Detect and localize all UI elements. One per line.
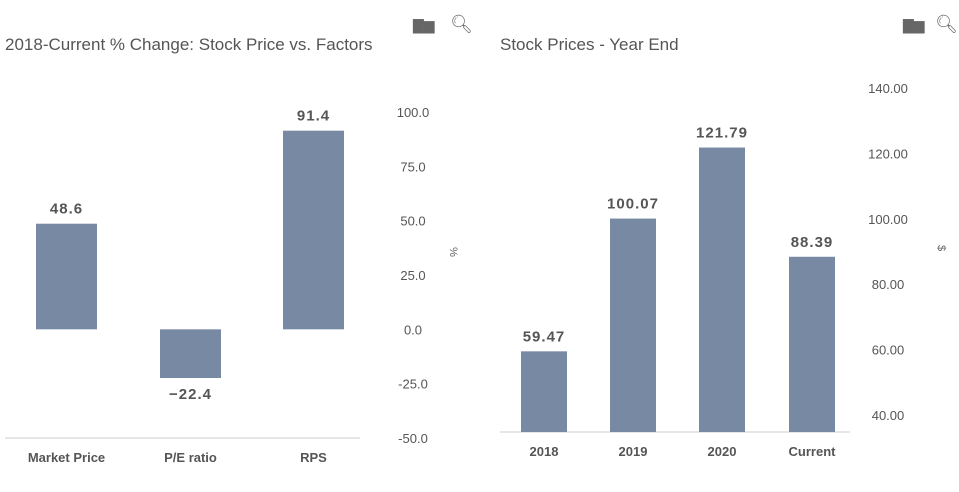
data-label: 121.79 — [696, 125, 748, 142]
x-tick-label: P/E ratio — [164, 450, 217, 465]
y-tick-label: 25.0 — [400, 268, 425, 283]
data-label: 88.39 — [791, 234, 834, 251]
x-tick-label: Market Price — [28, 450, 105, 465]
search-icon[interactable]: 🔍︎ — [450, 14, 473, 34]
bar-2018 — [521, 351, 567, 432]
bar-2019 — [610, 218, 656, 432]
y-tick-label: 140.00 — [868, 81, 908, 96]
y-axis-label: % — [447, 247, 459, 257]
x-tick-label: RPS — [300, 450, 327, 465]
data-label: −22.4 — [169, 386, 212, 403]
y-tick-label: 60.00 — [872, 343, 905, 358]
search-icon[interactable]: 🔍︎ — [935, 14, 958, 34]
x-tick-label: Current — [789, 444, 837, 459]
x-tick-label: 2018 — [530, 444, 559, 459]
bar-2020 — [699, 147, 745, 433]
y-axis-label: $ — [935, 245, 947, 251]
bar-market-price — [36, 223, 97, 330]
data-label: 91.4 — [297, 108, 330, 125]
bar-chart-icon[interactable]: ▇▆ — [903, 17, 925, 33]
bar-p-e-ratio — [160, 329, 221, 379]
data-label: 100.07 — [607, 196, 659, 213]
y-tick-label: 100.0 — [397, 105, 430, 120]
y-tick-label: 100.00 — [868, 212, 908, 227]
y-tick-label: -25.0 — [398, 377, 428, 392]
y-tick-label: 50.0 — [400, 214, 425, 229]
bar-rps — [283, 130, 344, 330]
x-tick-label: 2020 — [708, 444, 737, 459]
y-tick-label: 80.00 — [872, 277, 905, 292]
data-label: 48.6 — [50, 201, 83, 218]
chart2-title: Stock Prices - Year End — [500, 35, 679, 54]
y-tick-label: -50.0 — [398, 431, 428, 446]
bar-chart-icon[interactable]: ▇▆ — [413, 17, 435, 33]
y-tick-label: 75.0 — [400, 159, 425, 174]
data-label: 59.47 — [523, 328, 566, 345]
y-tick-label: 0.0 — [404, 322, 422, 337]
y-tick-label: 120.00 — [868, 146, 908, 161]
x-tick-label: 2019 — [619, 444, 648, 459]
bar-current — [789, 256, 835, 432]
chart1-title: 2018-Current % Change: Stock Price vs. F… — [5, 35, 373, 54]
y-tick-label: 40.00 — [872, 408, 905, 423]
